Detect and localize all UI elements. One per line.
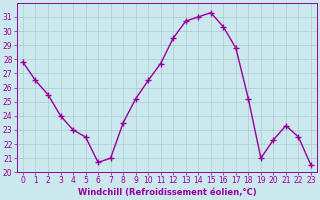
X-axis label: Windchill (Refroidissement éolien,°C): Windchill (Refroidissement éolien,°C) <box>78 188 256 197</box>
